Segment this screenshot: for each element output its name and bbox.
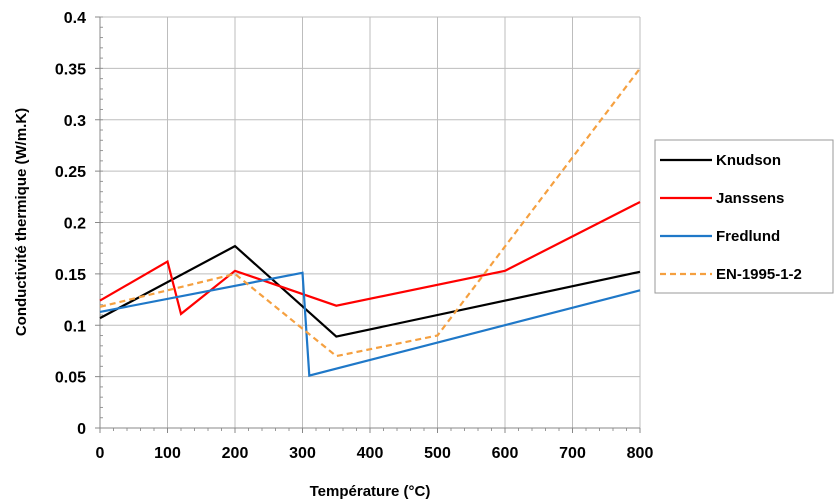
x-tick-label: 700 bbox=[559, 445, 586, 462]
series-line-knudson bbox=[99, 244, 641, 338]
gridlines bbox=[100, 16, 641, 428]
y-axis-title: Conductivité thermique (W/m.K) bbox=[13, 108, 30, 336]
legend-label: EN-1995-1-2 bbox=[716, 266, 802, 283]
y-tick-label: 0 bbox=[77, 421, 86, 438]
x-tick-label: 500 bbox=[424, 445, 451, 462]
x-tick-label: 100 bbox=[154, 445, 181, 462]
x-tick-label: 0 bbox=[96, 445, 105, 462]
x-tick-label: 200 bbox=[222, 445, 249, 462]
y-tick-label: 0.05 bbox=[55, 370, 86, 387]
x-tick-label: 800 bbox=[627, 445, 654, 462]
legend-label: Fredlund bbox=[716, 228, 780, 245]
y-tick-label: 0.3 bbox=[64, 113, 86, 130]
legend-label: Knudson bbox=[716, 152, 781, 169]
x-tick-label: 600 bbox=[492, 445, 519, 462]
x-tick-label: 300 bbox=[289, 445, 316, 462]
y-tick-label: 0.25 bbox=[55, 164, 86, 181]
x-tick-label: 400 bbox=[357, 445, 384, 462]
y-tick-label: 0.15 bbox=[55, 267, 86, 284]
axes bbox=[95, 16, 641, 433]
legend-box bbox=[654, 139, 834, 294]
x-axis-title: Température (°C) bbox=[310, 483, 431, 500]
y-tick-labels: 0 0.05 0.1 0.15 0.2 0.25 0.3 0.35 0.4 bbox=[55, 10, 86, 438]
x-tick-labels: 0 100 200 300 400 500 600 700 800 bbox=[96, 445, 654, 462]
y-tick-label: 0.1 bbox=[64, 318, 86, 335]
legend: Knudson Janssens Fredlund EN-1995-1-2 bbox=[654, 139, 834, 294]
y-tick-label: 0.4 bbox=[64, 10, 86, 27]
y-tick-label: 0.35 bbox=[55, 61, 86, 78]
series-line-fredlund bbox=[99, 271, 641, 377]
series-line-janssens bbox=[99, 201, 641, 316]
series-line-en-1995-1-2 bbox=[99, 67, 641, 358]
y-tick-label: 0.2 bbox=[64, 216, 86, 233]
legend-label: Janssens bbox=[716, 190, 784, 207]
series-lines bbox=[99, 67, 641, 377]
